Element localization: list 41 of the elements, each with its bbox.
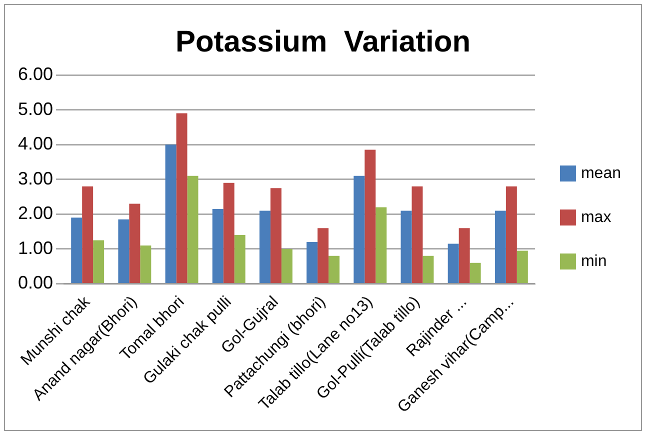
bar xyxy=(516,250,528,284)
y-tick-label: 3.00 xyxy=(18,168,54,188)
bar xyxy=(364,150,376,284)
bar xyxy=(412,186,423,284)
bar xyxy=(118,219,130,284)
bar xyxy=(129,204,140,284)
bar xyxy=(140,245,152,284)
y-tick-label: 6.00 xyxy=(18,64,54,84)
bar xyxy=(328,256,340,284)
bar xyxy=(306,242,318,284)
y-tick-label: 5.00 xyxy=(18,98,54,119)
bar xyxy=(93,240,104,284)
bar xyxy=(506,186,517,284)
bar xyxy=(281,248,292,284)
y-tick-label: 4.00 xyxy=(18,134,54,154)
bar xyxy=(234,235,246,284)
bar xyxy=(176,113,188,284)
bar xyxy=(318,228,329,284)
bar xyxy=(82,186,94,284)
bar xyxy=(494,210,506,284)
bar xyxy=(422,256,434,284)
bar xyxy=(376,207,387,284)
y-tick-label: 2.00 xyxy=(18,203,54,224)
bar xyxy=(223,182,234,284)
bar xyxy=(212,208,224,284)
y-tick-label: 0.00 xyxy=(18,272,54,293)
bar xyxy=(400,210,412,284)
legend-label: mean xyxy=(580,164,622,182)
legend-label: min xyxy=(580,252,607,270)
bar xyxy=(458,228,470,284)
bar xyxy=(165,144,176,284)
bar xyxy=(187,176,198,284)
bar xyxy=(270,188,282,284)
chart-title: Potassium Variation xyxy=(175,25,471,58)
bar xyxy=(470,262,481,284)
bar xyxy=(354,176,365,284)
y-tick-label: 1.00 xyxy=(18,238,54,258)
legend-label: max xyxy=(580,208,612,226)
bar xyxy=(448,244,459,284)
bar xyxy=(259,210,270,284)
bar xyxy=(71,218,82,284)
